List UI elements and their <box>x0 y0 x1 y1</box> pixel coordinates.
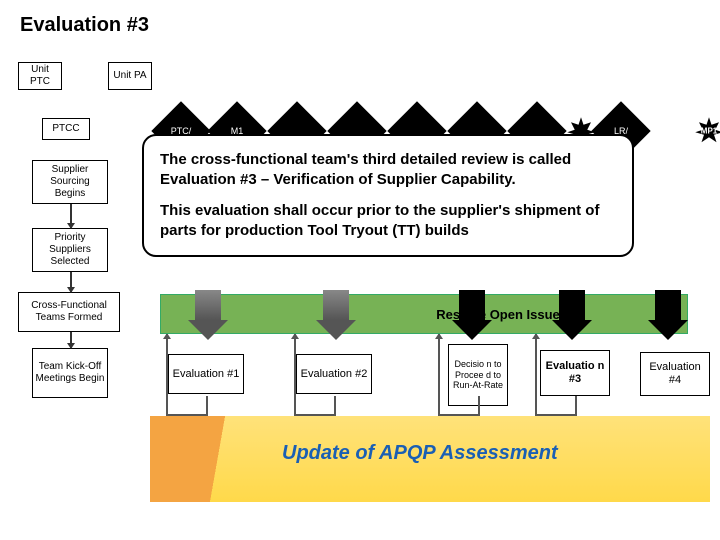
left-box-5: Cross-Functional Teams Formed <box>18 292 120 332</box>
resolve-band: Resolve Open Issues <box>160 294 688 334</box>
evaluation-box-3: Evaluation #4 <box>640 352 710 396</box>
left-box-1: Unit PA <box>108 62 152 90</box>
left-box-3: Supplier Sourcing Begins <box>32 160 108 204</box>
feedback-up-2 <box>438 334 440 414</box>
decision-box-label: Decisio n to Procee d to Run-At-Rate <box>452 359 504 390</box>
left-connector-1 <box>70 272 72 292</box>
feedback-up-0 <box>166 334 168 414</box>
callout-box: The cross-functional team's third detail… <box>142 134 634 257</box>
page-title: Evaluation #3 <box>20 14 149 37</box>
left-connector-0 <box>70 204 72 228</box>
feedback-up-1 <box>294 334 296 414</box>
flow-arrow-3 <box>552 290 592 340</box>
evaluation-box-1: Evaluation #2 <box>296 354 372 394</box>
evaluation-box-0: Evaluation #1 <box>168 354 244 394</box>
feedback-down-1 <box>334 396 336 416</box>
footer-text: Update of APQP Assessment <box>282 442 558 465</box>
flow-arrow-0 <box>188 290 228 340</box>
callout-p2: This evaluation shall occur prior to the… <box>160 201 616 242</box>
evaluation-box-2: Evaluatio n #3 <box>540 350 610 396</box>
feedback-down-2 <box>478 396 480 416</box>
callout-p1: The cross-functional team's third detail… <box>160 150 616 191</box>
left-box-2: PTCC <box>42 118 90 140</box>
left-box-6: Team Kick-Off Meetings Begin <box>32 348 108 398</box>
left-connector-2 <box>70 332 72 348</box>
feedback-down-0 <box>206 396 208 416</box>
feedback-up-3 <box>535 334 537 414</box>
footer-wedge <box>150 416 260 502</box>
flow-arrow-4 <box>648 290 688 340</box>
feedback-down-3 <box>575 396 577 416</box>
left-box-0: Unit PTC <box>18 62 62 90</box>
left-box-4: Priority Suppliers Selected <box>32 228 108 272</box>
flow-arrow-2 <box>452 290 492 340</box>
flow-arrow-1 <box>316 290 356 340</box>
milestone-star-1: MP1 <box>694 116 720 146</box>
